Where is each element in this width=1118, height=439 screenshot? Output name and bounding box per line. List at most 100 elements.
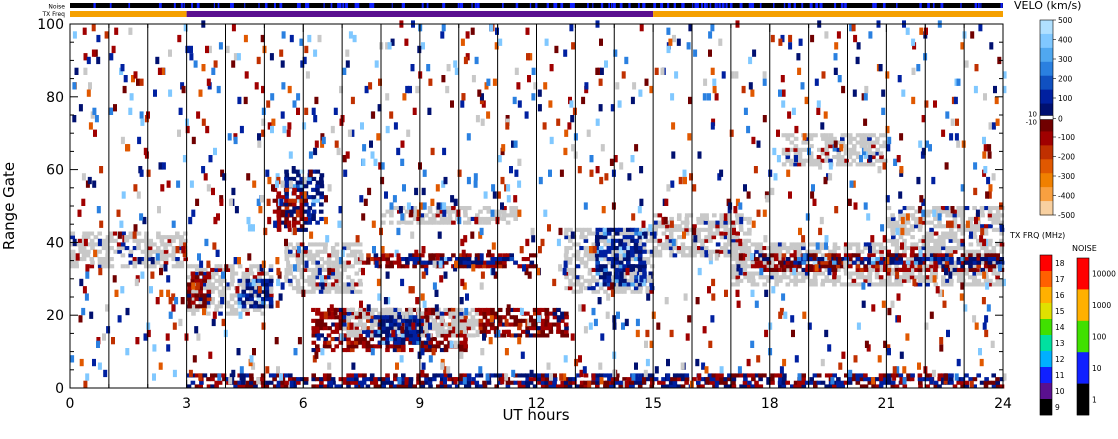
data-cell: [898, 216, 903, 221]
data-cell: [442, 209, 447, 217]
data-cell: [478, 307, 483, 312]
data-cell: [712, 384, 717, 389]
data-cell: [598, 257, 604, 262]
data-cell: [396, 260, 402, 265]
data-cell: [373, 377, 378, 382]
data-cell: [296, 206, 301, 211]
data-cell: [649, 235, 655, 240]
data-cell: [322, 322, 328, 327]
data-cell: [315, 249, 320, 254]
data-cell: [289, 34, 294, 43]
data-cell: [354, 322, 359, 327]
data-cell: [421, 271, 426, 279]
data-cell: [937, 377, 942, 382]
data-cell: [257, 140, 262, 148]
data-cell: [852, 136, 857, 141]
data-cell: [633, 286, 639, 291]
data-cell: [575, 249, 581, 254]
data-cell: [276, 380, 282, 385]
data-cell: [260, 377, 266, 382]
data-cell: [458, 264, 464, 269]
data-cell: [295, 253, 301, 258]
data-cell: [618, 246, 624, 251]
data-cell: [910, 373, 915, 378]
data-cell: [645, 238, 651, 243]
data-cell: [370, 348, 375, 356]
data-cell: [634, 264, 639, 269]
data-cell: [832, 380, 838, 385]
data-cell: [299, 38, 304, 46]
data-cell: [610, 253, 616, 258]
data-cell: [653, 220, 659, 225]
noise-mark: [274, 3, 276, 8]
data-cell: [470, 27, 475, 35]
data-cell: [890, 224, 896, 229]
noise-mark: [421, 3, 424, 8]
data-cell: [404, 38, 409, 46]
data-cell: [614, 286, 620, 291]
noise-mark: [502, 3, 504, 8]
data-cell: [284, 246, 290, 251]
data-cell: [381, 253, 386, 258]
data-cell: [226, 304, 231, 309]
data-cell: [70, 249, 76, 254]
data-cell: [704, 216, 709, 221]
data-cell: [688, 253, 694, 258]
data-cell: [388, 329, 394, 334]
data-cell: [462, 377, 467, 385]
data-cell: [121, 191, 126, 199]
data-cell: [999, 242, 1005, 247]
data-cell: [861, 282, 866, 290]
data-cell: [781, 133, 787, 138]
data-cell: [754, 380, 759, 385]
data-cell: [956, 78, 961, 86]
data-cell: [416, 220, 421, 225]
data-cell: [280, 195, 285, 200]
data-cell: [642, 275, 647, 280]
data-cell: [743, 271, 748, 276]
data-cell: [583, 380, 588, 385]
data-cell: [335, 267, 340, 272]
data-cell: [896, 293, 901, 301]
data-cell: [754, 249, 759, 254]
data-cell: [886, 373, 892, 378]
data-cell: [828, 158, 833, 163]
data-cell: [785, 151, 791, 156]
data-cell: [812, 275, 818, 280]
data-cell: [727, 235, 732, 240]
data-cell: [983, 264, 989, 269]
data-cell: [245, 293, 250, 298]
data-cell: [988, 267, 993, 272]
data-cell: [204, 238, 209, 247]
data-cell: [511, 369, 516, 378]
data-cell: [510, 380, 515, 385]
data-cell: [241, 304, 247, 309]
data-cell: [731, 380, 736, 385]
data-cell: [171, 249, 177, 254]
data-cell: [122, 85, 127, 94]
data-cell: [909, 271, 915, 276]
data-cell: [497, 307, 503, 312]
data-cell: [191, 136, 196, 145]
data-cell: [512, 96, 517, 105]
data-cell: [995, 275, 1000, 280]
data-cell: [513, 373, 518, 378]
data-cell: [540, 326, 546, 331]
data-cell: [941, 267, 946, 272]
data-cell: [828, 249, 833, 254]
data-cell: [101, 246, 107, 251]
data-cell: [439, 333, 445, 338]
data-cell: [960, 224, 966, 229]
data-cell: [111, 337, 115, 345]
data-cell: [875, 267, 880, 272]
data-cell: [781, 147, 787, 152]
data-cell: [186, 282, 192, 287]
data-cell: [268, 304, 274, 309]
data-cell: [743, 377, 748, 382]
data-cell: [805, 267, 810, 272]
data-cell: [568, 282, 573, 287]
data-cell: [509, 253, 514, 258]
data-cell: [708, 257, 713, 265]
data-cell: [789, 260, 795, 265]
data-cell: [92, 107, 97, 115]
